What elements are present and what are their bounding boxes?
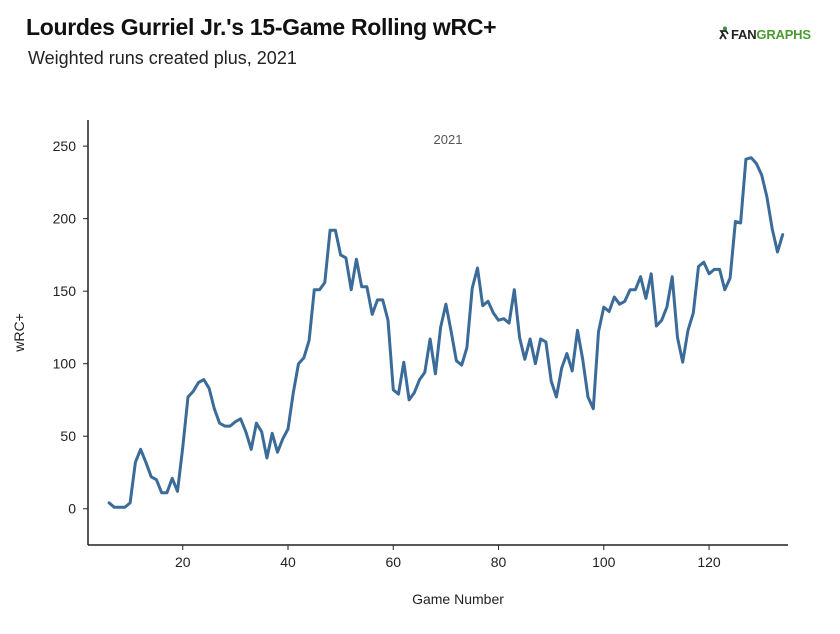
x-tick-label: 60: [385, 554, 401, 570]
x-tick-label: 40: [280, 554, 296, 570]
logo-mark-icon: [716, 26, 730, 43]
series-label: 2021: [434, 132, 463, 147]
x-tick-label: 20: [175, 554, 191, 570]
y-tick-label: 150: [53, 283, 77, 299]
tick-labels: 0 50 100 150 200 250 20 40 60 80 100 120: [53, 138, 721, 570]
x-axis-title: Game Number: [412, 591, 504, 607]
y-tick-label: 200: [53, 211, 77, 227]
series-layer: [107, 156, 785, 509]
axes: [87, 120, 788, 546]
x-tick-label: 120: [697, 554, 721, 570]
runner-icon: [719, 26, 729, 40]
x-tick-label: 80: [491, 554, 507, 570]
y-tick-label: 50: [60, 428, 76, 444]
x-tick-label: 100: [592, 554, 616, 570]
y-tick-label: 100: [53, 356, 77, 372]
logo-text-graphs: GRAPHS: [756, 27, 811, 42]
y-axis-title: wRC+: [11, 313, 27, 353]
fangraphs-logo: FAN GRAPHS: [716, 26, 811, 43]
chart-title: Lourdes Gurriel Jr.'s 15-Game Rolling wR…: [26, 14, 497, 40]
logo-text-fan: FAN: [731, 27, 757, 42]
chart-subtitle: Weighted runs created plus, 2021: [28, 48, 297, 68]
series-line-2021: [107, 156, 785, 509]
y-tick-label: 250: [53, 138, 77, 154]
y-tick-label: 0: [68, 501, 76, 517]
